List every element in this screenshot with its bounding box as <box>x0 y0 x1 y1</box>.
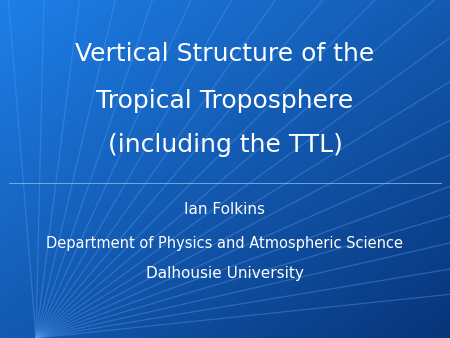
Text: Ian Folkins: Ian Folkins <box>184 202 266 217</box>
Text: Dalhousie University: Dalhousie University <box>146 266 304 281</box>
Text: (including the TTL): (including the TTL) <box>108 133 342 158</box>
Text: Department of Physics and Atmospheric Science: Department of Physics and Atmospheric Sc… <box>46 236 404 251</box>
Text: Vertical Structure of the: Vertical Structure of the <box>76 42 374 66</box>
Text: Tropical Troposphere: Tropical Troposphere <box>96 89 354 114</box>
